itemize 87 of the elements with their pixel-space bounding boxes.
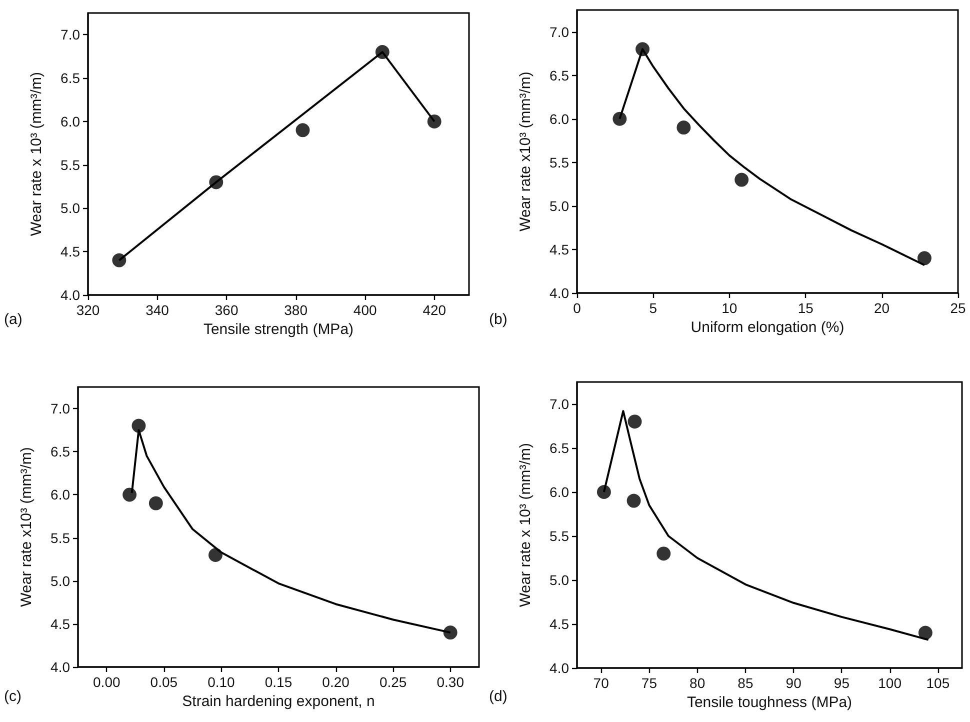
y-tick-label: 6.5 xyxy=(50,444,70,460)
x-tick-label: 320 xyxy=(76,302,100,318)
point xyxy=(112,253,126,268)
y-tick-label: 4.0 xyxy=(50,659,70,675)
x-tick-label: 0 xyxy=(573,300,582,316)
x-tick-label: 100 xyxy=(878,675,902,691)
point xyxy=(148,496,163,510)
x-tick-label: 400 xyxy=(353,302,377,318)
y-tick-label: 6.0 xyxy=(60,113,80,130)
point xyxy=(132,418,146,433)
x-axis-title: Tensile toughness (MPa) xyxy=(686,694,852,711)
x-tick-label: 420 xyxy=(422,302,446,318)
y-tick-label: 5.0 xyxy=(60,200,80,216)
y-tick-label: 5.0 xyxy=(550,572,570,588)
text: (c) xyxy=(4,688,22,705)
x-axis-title: Tensile strength (MPa) xyxy=(203,320,354,338)
y-tick-label: 7.0 xyxy=(60,26,80,43)
point xyxy=(296,123,310,138)
text: (d) xyxy=(489,688,508,705)
point xyxy=(443,626,458,640)
x-tick-label: 90 xyxy=(786,675,802,691)
y-tick-label: 4.0 xyxy=(550,660,570,676)
y-tick-label: 6.0 xyxy=(550,110,570,127)
x-tick-label: 25 xyxy=(950,300,966,316)
x-tick-label: 85 xyxy=(738,675,754,691)
point xyxy=(209,175,224,190)
y-tick-label: 6.5 xyxy=(550,67,570,84)
point xyxy=(636,42,650,56)
y-tick-label: 7.0 xyxy=(550,396,570,412)
x-tick-label: 15 xyxy=(798,300,814,316)
point xyxy=(208,548,222,562)
y-tick-label: 5.0 xyxy=(550,198,570,214)
point xyxy=(676,120,691,135)
x-tick-label: 380 xyxy=(284,302,308,318)
x-tick-label: 95 xyxy=(834,675,850,691)
y-tick-label: 4.5 xyxy=(60,244,80,260)
x-tick-label: 75 xyxy=(641,675,658,691)
y-tick-label: 4.5 xyxy=(550,241,570,258)
y-tick-label: 6.0 xyxy=(550,484,570,500)
x-axis-title: Strain hardening exponent, n xyxy=(182,692,375,710)
y-tick-label: 5.5 xyxy=(550,528,570,544)
x-tick-label: 20 xyxy=(874,300,890,316)
x-tick-label: 70 xyxy=(593,675,610,691)
y-axis-title: Wear rate x10³ (mm³/m) xyxy=(18,447,35,607)
y-tick-label: 6.0 xyxy=(50,486,70,503)
x-tick-label: 105 xyxy=(926,675,950,691)
y-tick-label: 6.5 xyxy=(60,70,80,86)
point xyxy=(734,172,749,187)
text: (a) xyxy=(4,311,22,328)
point xyxy=(375,45,390,60)
x-tick-label: 10 xyxy=(722,300,738,316)
x-tick-label: 80 xyxy=(690,675,706,691)
x-tick-label: 0.05 xyxy=(150,674,178,690)
y-tick-label: 5.0 xyxy=(50,572,70,589)
x-tick-label: 360 xyxy=(214,302,238,318)
x-tick-label: 0.15 xyxy=(264,674,292,690)
x-tick-label: 0.10 xyxy=(208,674,236,690)
x-tick-label: 0.20 xyxy=(322,674,350,690)
y-tick-label: 7.0 xyxy=(50,400,70,417)
y-axis-title: Wear rate x 10³ (mm³/m) xyxy=(28,72,45,236)
point xyxy=(122,488,137,502)
point xyxy=(917,251,932,266)
x-axis-title: Uniform elongation (%) xyxy=(690,318,844,336)
y-tick-label: 5.5 xyxy=(60,156,80,173)
x-tick-label: 0.25 xyxy=(379,674,407,690)
point xyxy=(612,112,627,126)
y-axis-title: Wear rate x10³ (mm³/m) xyxy=(517,72,534,232)
point xyxy=(626,494,641,508)
point xyxy=(427,114,442,128)
point xyxy=(918,626,932,640)
y-tick-label: 4.5 xyxy=(550,616,570,632)
x-tick-label: 0.00 xyxy=(93,674,120,690)
y-tick-label: 4.0 xyxy=(60,287,80,303)
x-tick-label: 340 xyxy=(146,302,170,318)
y-tick-label: 4.0 xyxy=(550,285,570,301)
y-tick-label: 4.5 xyxy=(50,616,70,632)
y-tick-label: 7.0 xyxy=(550,24,570,40)
x-tick-label: 5 xyxy=(649,300,658,316)
x-tick-label: 0.30 xyxy=(436,674,464,690)
point xyxy=(628,414,642,429)
y-tick-label: 6.5 xyxy=(550,440,570,456)
point xyxy=(656,546,671,561)
y-tick-label: 5.5 xyxy=(50,530,70,546)
point xyxy=(596,485,611,499)
y-tick-label: 5.5 xyxy=(550,154,570,170)
y-axis-title: Wear rate x 10³ (mm³/m) xyxy=(517,443,534,607)
text: (b) xyxy=(489,311,508,328)
